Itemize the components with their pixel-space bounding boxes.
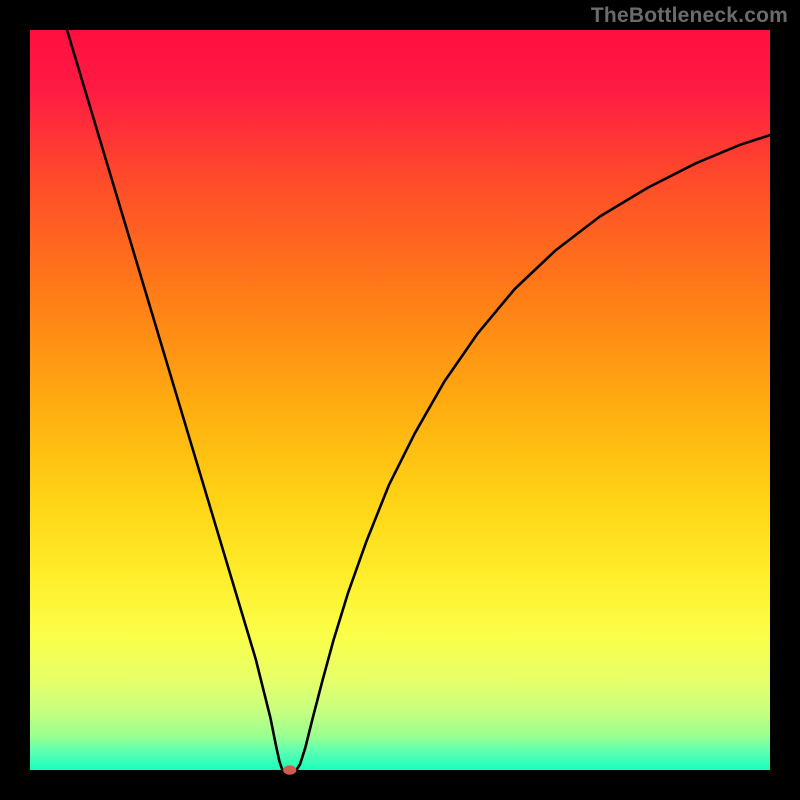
plot-background xyxy=(30,30,770,770)
chart-container: TheBottleneck.com xyxy=(0,0,800,800)
optimum-marker xyxy=(283,765,296,775)
watermark-text: TheBottleneck.com xyxy=(591,4,788,28)
bottleneck-chart xyxy=(0,0,800,800)
